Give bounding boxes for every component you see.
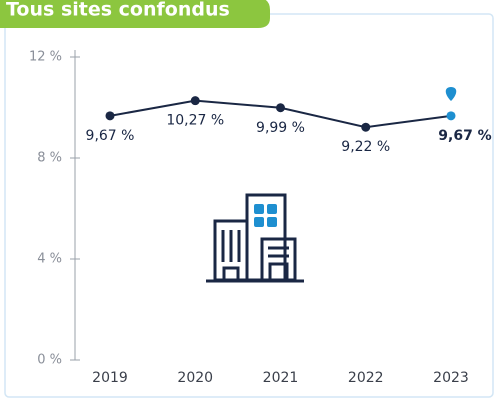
point bbox=[446, 111, 456, 121]
value-label: 9,67 % bbox=[438, 128, 491, 144]
x-tick-label: 2022 bbox=[348, 370, 384, 386]
point bbox=[105, 111, 115, 121]
x-tick-label: 2019 bbox=[92, 370, 128, 386]
y-tick-label: 8 % bbox=[37, 151, 62, 166]
value-label: 9,67 % bbox=[86, 128, 135, 144]
chart-title: Tous sites confondus bbox=[6, 0, 230, 21]
building-windows bbox=[254, 204, 277, 227]
value-label: 9,22 % bbox=[341, 139, 390, 155]
value-label: 10,27 % bbox=[166, 113, 224, 129]
y-tick-label: 0 % bbox=[37, 353, 62, 368]
title-tab bbox=[0, 0, 270, 28]
x-tick-label: 2020 bbox=[177, 370, 213, 386]
highlight-pin bbox=[445, 87, 457, 101]
y-tick-label: 12 % bbox=[29, 50, 62, 65]
y-tick-label: 4 % bbox=[37, 252, 62, 267]
x-tick-label: 2021 bbox=[263, 370, 299, 386]
chart-frame bbox=[4, 13, 494, 398]
point bbox=[276, 103, 285, 113]
point bbox=[190, 96, 200, 106]
value-label: 9,99 % bbox=[256, 120, 305, 136]
building-icon bbox=[206, 193, 304, 283]
point bbox=[361, 122, 371, 132]
x-tick-label: 2023 bbox=[433, 370, 469, 386]
